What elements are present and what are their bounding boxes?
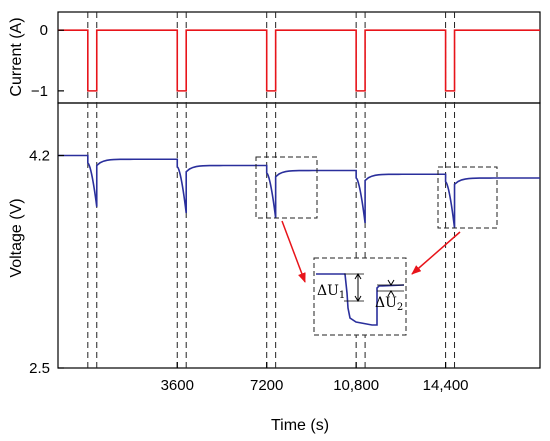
zoom-box-fifth-pulse xyxy=(437,166,498,229)
voltage-axis-title: Voltage (V) xyxy=(8,198,25,277)
voltage-y-tick-label: 2.5 xyxy=(29,360,50,377)
current-panel-frame xyxy=(57,11,541,104)
delta-u1-label: ΔU1 xyxy=(317,283,345,301)
arrow-to-inset-left xyxy=(281,220,306,283)
x-tick-label: 7200 xyxy=(250,377,283,394)
delta-u1-arrowheads xyxy=(354,273,362,302)
delta-u2-label: ΔU2 xyxy=(375,295,403,313)
current-y-tick-label: 0 xyxy=(40,22,48,39)
x-tick-label: 3600 xyxy=(161,377,194,394)
delta-u2-arrowheads xyxy=(387,279,395,297)
voltage-y-tick-label: 4.2 xyxy=(29,148,50,165)
y-axis-ticks: 0 −1 4.2 2.5 xyxy=(29,22,64,377)
x-tick-label: 10,800 xyxy=(333,377,379,394)
inset-detail: ΔU1 ΔU2 xyxy=(313,257,407,336)
current-y-tick-label: −1 xyxy=(31,83,48,100)
voltage-panel-frame xyxy=(57,102,541,369)
inset-voltage-curve xyxy=(316,273,405,326)
x-tick-label: 14,400 xyxy=(423,377,469,394)
current-line xyxy=(58,29,540,92)
zoom-box-third-pulse xyxy=(255,156,318,219)
arrow-to-inset-right xyxy=(411,231,461,275)
current-series xyxy=(58,29,540,92)
x-axis-ticks: 3600 7200 10,800 14,400 xyxy=(161,362,469,394)
voltage-series xyxy=(58,154,540,229)
voltage-line xyxy=(58,154,540,229)
x-axis-title: Time (s) xyxy=(271,417,329,434)
current-axis-title: Current (A) xyxy=(8,17,25,96)
